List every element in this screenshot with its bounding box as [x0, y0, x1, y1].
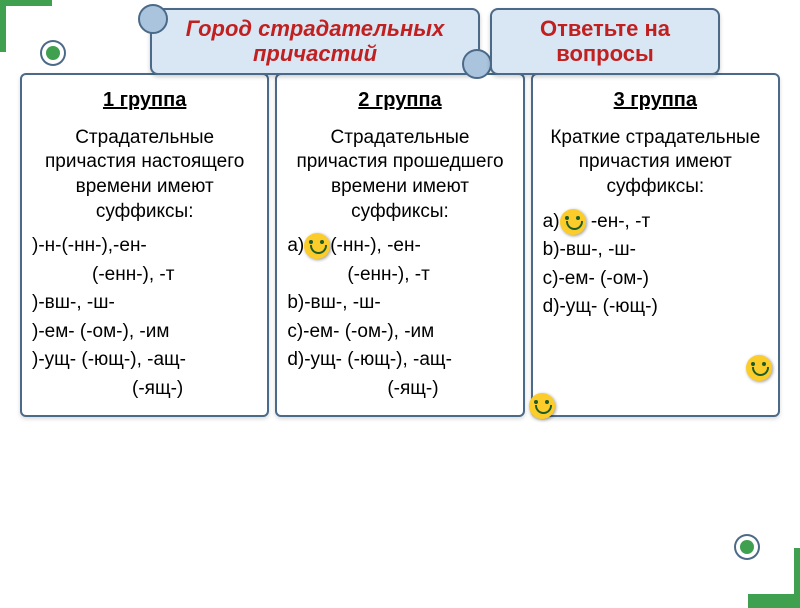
smiley-icon: [529, 393, 555, 419]
group-intro: Страдательные причастия прошедшего време…: [285, 126, 514, 225]
columns-container: 1 группа Страдательные причастия настоящ…: [0, 69, 800, 428]
group-card-1: 1 группа Страдательные причастия настоящ…: [20, 73, 269, 418]
prompt-banner: Ответьте на вопросы: [490, 8, 720, 75]
option-d: )-ущ- (-ющ-), -ащ-: [32, 346, 259, 375]
option-a: )-н-(-нн-),-ен-: [32, 232, 259, 261]
group-card-3: 3 группа Краткие страдательные причастия…: [531, 73, 780, 418]
options-list: a)(-нн-), -ен- (-енн-), -т b)-вш-, -ш- c…: [285, 232, 514, 403]
corner-decoration-bottom-right: [748, 548, 800, 608]
option-c: c)-ем- (-ом-): [543, 265, 770, 294]
header: Город страдательных причастий Ответьте н…: [0, 0, 800, 75]
group-heading: 3 группа: [541, 89, 770, 112]
option-b: b)-вш-, -ш-: [543, 236, 770, 265]
option-c: )-ем- (-ом-), -им: [32, 318, 259, 347]
group-intro: Краткие страдательные причастия имеют су…: [541, 126, 770, 200]
option-a: a)(-нн-), -ен-: [287, 232, 514, 261]
option-d-cont: (-ящ-): [287, 375, 514, 404]
main-title: Город страдательных причастий: [176, 16, 454, 67]
prompt-title: Ответьте на вопросы: [516, 16, 694, 67]
smiley-icon: [304, 233, 330, 259]
group-card-2: 2 группа Страдательные причастия прошедш…: [275, 73, 524, 418]
option-d-cont: (-ящ-): [32, 375, 259, 404]
option-a: a) -ен-, -т: [543, 208, 770, 237]
title-banner: Город страдательных причастий: [150, 8, 480, 75]
option-b: b)-вш-, -ш-: [287, 289, 514, 318]
options-list: )-н-(-нн-),-ен- (-енн-), -т )-вш-, -ш- )…: [30, 232, 259, 403]
group-intro: Страдательные причастия настоящего време…: [30, 126, 259, 225]
option-b: )-вш-, -ш-: [32, 289, 259, 318]
option-d: d)-ущ- (-ющ-), -ащ-: [287, 346, 514, 375]
group-heading: 2 группа: [285, 89, 514, 112]
option-a-cont: (-енн-), -т: [287, 261, 514, 290]
smiley-icon: [560, 209, 586, 235]
option-c: c)-ем- (-ом-), -им: [287, 318, 514, 347]
group-heading: 1 группа: [30, 89, 259, 112]
options-list: a) -ен-, -т b)-вш-, -ш- c)-ем- (-ом-) d)…: [541, 208, 770, 322]
option-d: d)-ущ- (-ющ-): [543, 293, 770, 322]
smiley-icon: [746, 355, 772, 381]
option-a-cont: (-енн-), -т: [32, 261, 259, 290]
